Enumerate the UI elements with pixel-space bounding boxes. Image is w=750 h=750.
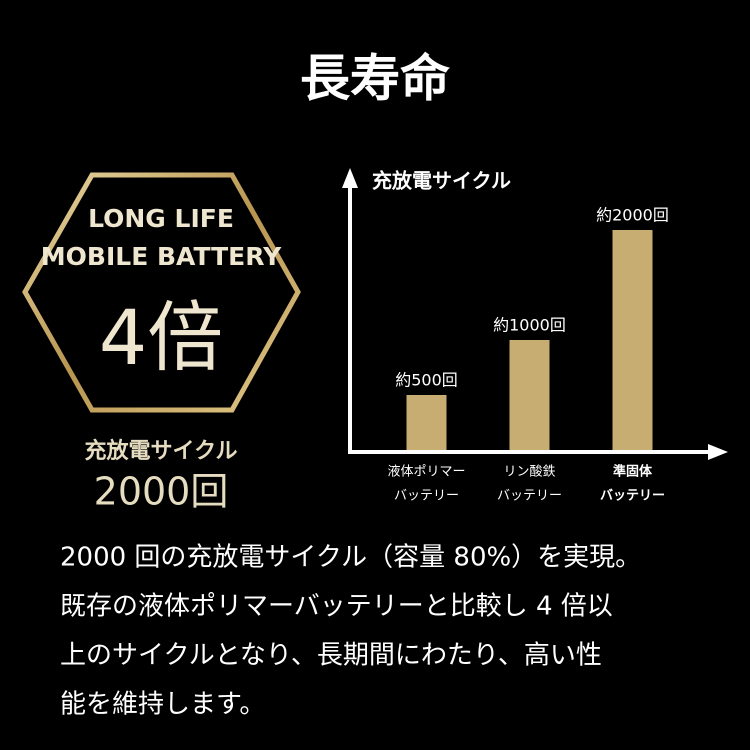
x-tick-label: リン酸鉄 <box>503 465 555 480</box>
description-line: 能を維持します。 <box>60 690 265 720</box>
badge-line: LONG LIFE <box>88 204 234 233</box>
axes <box>342 168 728 460</box>
badge-multiplier: 4倍 <box>99 293 223 382</box>
x-tick-label: 液体ポリマー <box>387 465 465 480</box>
x-tick-label: バッテリー <box>600 489 665 504</box>
chart-title: 充放電サイクル <box>372 169 511 193</box>
bar <box>509 340 550 450</box>
x-tick-label: バッテリー <box>394 489 459 504</box>
bar <box>406 395 447 450</box>
badge-count: 2000回 <box>94 470 229 514</box>
description: 2000 回の充放電サイクル（容量 80%）を実現。既存の液体ポリマーバッテリー… <box>60 543 641 720</box>
page-title: 長寿命 <box>300 50 450 108</box>
description-line: 2000 回の充放電サイクル（容量 80%）を実現。 <box>60 543 641 573</box>
badge-hexagon <box>22 172 301 413</box>
value-label: 約2000回 <box>596 206 669 225</box>
bar <box>612 230 653 450</box>
badge-caption: 充放電サイクル <box>85 438 238 464</box>
value-label: 約1000回 <box>493 316 566 335</box>
description-line: 上のサイクルとなり、長期間にわたり、高い性 <box>60 641 602 671</box>
y-arrow <box>342 168 358 188</box>
description-line: 既存の液体ポリマーバッテリーと比較し 4 倍以 <box>60 592 613 622</box>
x-tick-label: 準固体 <box>613 464 653 480</box>
x-tick-label: バッテリー <box>497 489 562 504</box>
value-label: 約500回 <box>395 371 458 390</box>
x-arrow <box>708 444 728 460</box>
badge-line: MOBILE BATTERY <box>41 242 282 271</box>
